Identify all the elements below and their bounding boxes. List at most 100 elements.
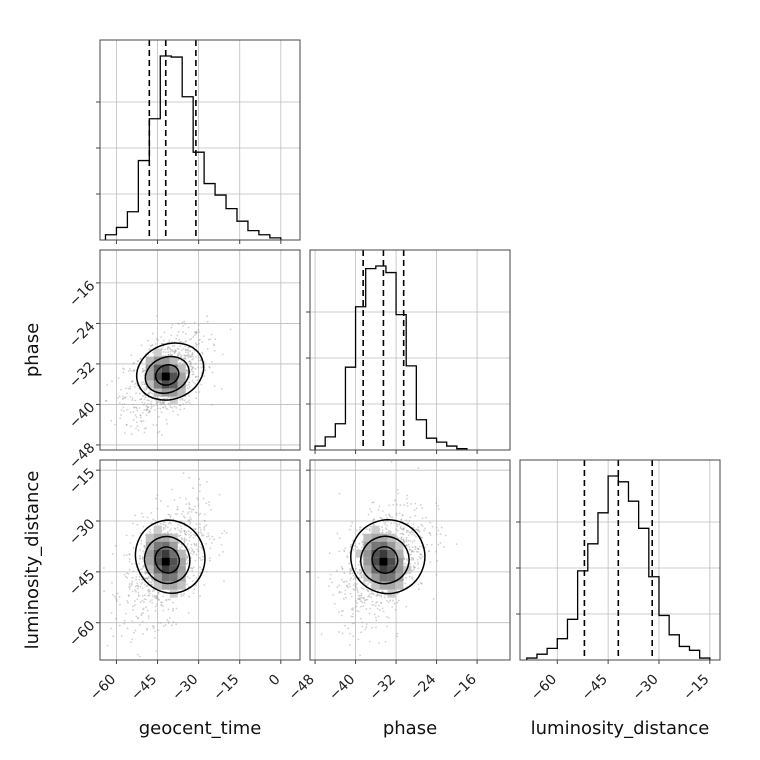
sample-point	[145, 409, 148, 411]
sample-point	[360, 569, 363, 572]
sample-point	[157, 415, 160, 418]
sample-point	[375, 594, 378, 597]
sample-point	[171, 324, 174, 326]
sample-point	[177, 358, 180, 361]
sample-point	[180, 543, 183, 546]
sample-point	[148, 348, 151, 350]
sample-point	[141, 620, 144, 623]
sample-point	[127, 387, 130, 390]
sample-point	[148, 409, 151, 412]
sample-point	[125, 534, 128, 537]
sample-point	[350, 615, 353, 618]
sample-point	[174, 350, 177, 353]
sample-point	[141, 411, 144, 414]
sample-point	[413, 566, 415, 569]
sample-point	[376, 593, 379, 596]
sample-point	[403, 562, 406, 565]
sample-point	[205, 502, 208, 505]
sample-point	[381, 526, 383, 528]
density-cell	[161, 356, 170, 365]
sample-point	[135, 427, 138, 430]
sample-point	[186, 555, 188, 558]
luminosity-distance-histogram-marks	[526, 460, 711, 660]
sample-point	[166, 348, 169, 351]
sample-point	[133, 362, 135, 364]
sample-point	[407, 534, 410, 537]
sample-point	[394, 608, 397, 611]
sample-point	[187, 395, 190, 398]
sample-point	[194, 528, 197, 530]
sample-point	[135, 576, 138, 578]
sample-point	[170, 334, 173, 337]
sample-point	[390, 530, 392, 533]
sample-point	[119, 417, 122, 420]
density-cell	[379, 541, 388, 550]
sample-point	[335, 569, 338, 572]
sample-point	[186, 520, 189, 523]
sample-point	[138, 406, 141, 409]
sample-point	[157, 598, 160, 601]
sample-point	[188, 338, 191, 341]
sample-point	[171, 406, 174, 409]
sample-point	[146, 628, 149, 631]
sample-point	[183, 407, 186, 410]
sample-point	[352, 578, 355, 580]
sample-point	[436, 559, 439, 562]
sample-point	[437, 504, 439, 507]
sample-point	[166, 505, 169, 508]
sample-point	[198, 513, 200, 516]
sample-point	[350, 608, 353, 611]
sample-point	[360, 594, 363, 597]
sample-point	[359, 598, 362, 600]
sample-point	[146, 578, 149, 580]
sample-point	[137, 585, 140, 588]
sample-point	[203, 528, 206, 531]
sample-point	[185, 533, 188, 536]
sample-point	[170, 523, 172, 525]
sample-point	[396, 592, 399, 595]
sample-point	[350, 569, 353, 572]
sample-point	[133, 383, 136, 386]
sample-point	[193, 544, 196, 546]
sample-point	[185, 497, 187, 500]
sample-point	[377, 615, 380, 618]
sample-point	[149, 391, 152, 394]
sample-point	[185, 531, 188, 533]
sample-point	[338, 492, 341, 495]
sample-point	[136, 617, 139, 620]
sample-point	[148, 579, 150, 582]
sample-point	[180, 356, 183, 359]
sample-point	[151, 594, 154, 597]
sample-point	[105, 399, 108, 402]
sample-point	[180, 527, 183, 530]
sample-point	[132, 522, 134, 525]
sample-point	[367, 590, 370, 593]
sample-point	[147, 589, 149, 592]
sample-point	[162, 526, 165, 529]
sample-point	[214, 338, 217, 341]
sample-point	[128, 558, 131, 560]
sample-point	[173, 345, 176, 347]
sample-point	[344, 624, 346, 627]
sample-point	[206, 535, 208, 538]
sample-point	[162, 523, 165, 526]
sample-point	[386, 625, 388, 628]
sample-point	[421, 525, 424, 527]
sample-point	[200, 383, 203, 386]
sample-point	[187, 351, 189, 354]
sample-point	[123, 403, 126, 405]
x-tick-label: −60	[528, 672, 560, 704]
sample-point	[203, 525, 206, 528]
sample-point	[171, 349, 174, 352]
density-cell	[177, 372, 186, 381]
sample-point	[197, 343, 199, 346]
sample-point	[139, 548, 141, 551]
sample-point	[358, 572, 361, 575]
sample-point	[123, 573, 126, 576]
sample-point	[357, 594, 360, 597]
sample-point	[184, 533, 187, 536]
sample-point	[140, 542, 143, 545]
sample-point	[136, 425, 139, 428]
sample-point	[190, 368, 193, 371]
sample-point	[195, 332, 198, 335]
